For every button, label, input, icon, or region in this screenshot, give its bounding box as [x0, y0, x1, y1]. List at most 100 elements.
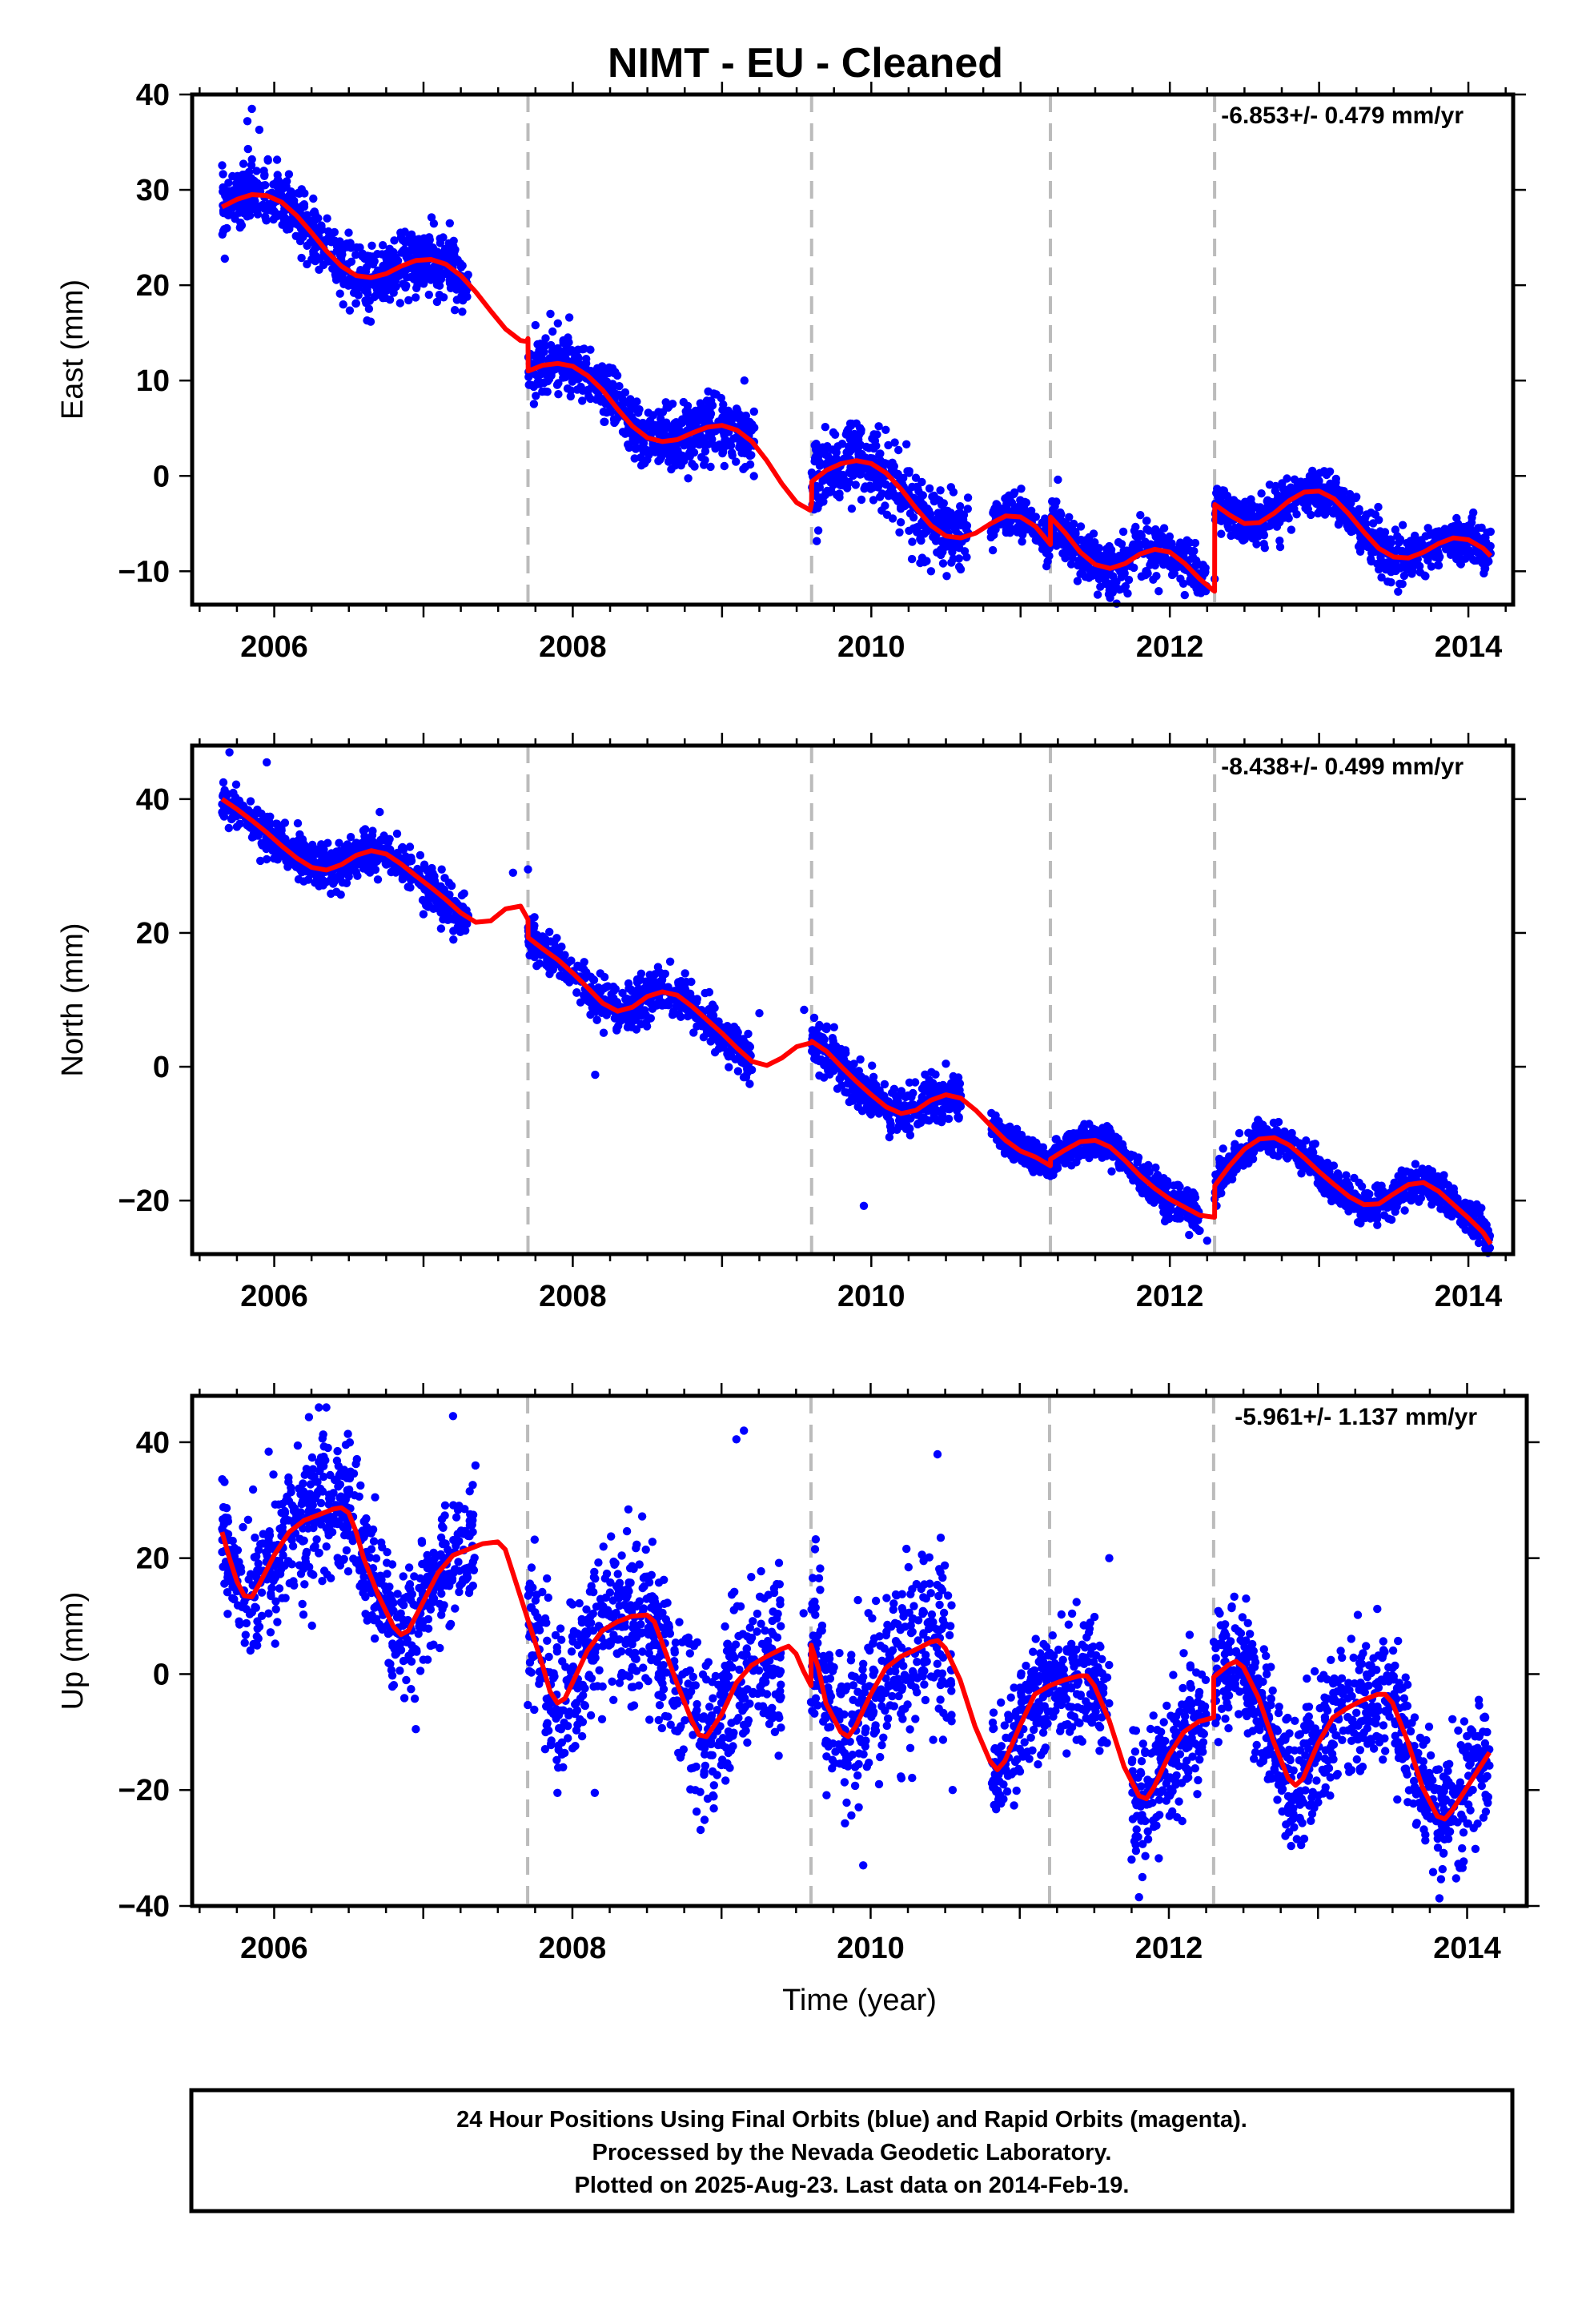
data-point	[1395, 535, 1405, 544]
data-point	[460, 889, 468, 898]
data-point	[1433, 561, 1443, 569]
data-point	[1073, 577, 1082, 585]
data-point	[1248, 534, 1257, 543]
y-tick-label: 10	[136, 364, 170, 398]
data-point	[1325, 467, 1335, 476]
data-point	[545, 927, 554, 937]
data-point	[936, 486, 945, 495]
data-point	[297, 231, 306, 239]
data-point	[576, 382, 585, 392]
data-point	[925, 1088, 934, 1097]
data-point	[405, 842, 415, 851]
data-point	[624, 443, 634, 452]
east-rate-label: -6.853+/- 0.479 mm/yr	[1221, 103, 1464, 129]
data-point	[562, 371, 572, 380]
data-point	[731, 1055, 740, 1063]
data-point	[1219, 491, 1229, 500]
data-point	[1310, 472, 1319, 480]
data-point	[1274, 491, 1283, 500]
data-point	[1272, 517, 1281, 526]
data-point	[874, 422, 883, 431]
data-point	[612, 371, 622, 380]
data-point	[880, 1080, 889, 1089]
data-point	[829, 480, 838, 489]
data-point	[287, 187, 295, 196]
data-point	[404, 296, 413, 305]
data-point	[620, 388, 630, 397]
data-point	[829, 428, 838, 437]
data-point	[1446, 550, 1456, 559]
data-point	[732, 457, 741, 466]
data-point	[852, 419, 861, 428]
data-point	[235, 223, 244, 232]
data-point	[1131, 532, 1140, 541]
data-point	[709, 389, 718, 398]
data-point	[247, 155, 256, 164]
data-point	[825, 1070, 834, 1079]
east-points	[218, 104, 1496, 608]
data-point	[688, 460, 697, 468]
data-point	[564, 313, 574, 322]
data-point	[905, 1131, 915, 1140]
data-point	[224, 823, 233, 833]
data-point	[272, 155, 282, 164]
data-point	[1004, 493, 1013, 501]
data-point	[412, 283, 421, 292]
data-point	[887, 460, 896, 469]
data-point	[219, 170, 227, 179]
data-point	[677, 984, 686, 994]
data-point	[1455, 524, 1464, 533]
data-point	[1391, 560, 1401, 569]
data-point	[745, 460, 755, 469]
data-point	[1052, 497, 1061, 506]
data-point	[1134, 541, 1142, 551]
data-point	[263, 155, 272, 164]
data-point	[681, 439, 691, 448]
data-point	[740, 376, 749, 385]
data-point	[815, 1071, 824, 1080]
data-point	[1143, 569, 1152, 578]
data-point	[988, 545, 998, 555]
data-point	[1394, 587, 1403, 596]
data-point	[310, 207, 319, 216]
data-point	[632, 397, 641, 406]
data-point	[246, 797, 255, 806]
data-point	[363, 316, 371, 325]
data-point	[436, 270, 445, 279]
data-point	[700, 460, 709, 469]
data-point	[930, 491, 938, 501]
data-point	[247, 104, 256, 114]
data-point	[1110, 581, 1119, 590]
data-point	[351, 299, 360, 308]
data-point	[942, 572, 951, 581]
data-point	[403, 273, 412, 282]
data-point	[565, 978, 574, 987]
data-point	[908, 482, 917, 492]
data-point	[1303, 505, 1313, 513]
data-point	[653, 424, 662, 432]
data-point	[326, 854, 335, 863]
data-point	[436, 924, 446, 933]
data-point	[667, 464, 676, 474]
data-point	[908, 537, 917, 546]
data-point	[586, 1010, 595, 1019]
data-point	[726, 441, 736, 450]
data-point	[1436, 530, 1445, 539]
data-point	[705, 987, 714, 997]
data-point	[375, 838, 383, 847]
data-point	[218, 161, 227, 170]
data-point	[679, 397, 688, 407]
data-point	[903, 467, 912, 476]
data-point	[259, 167, 268, 175]
data-point	[352, 243, 361, 252]
data-point	[345, 306, 355, 315]
data-point	[553, 344, 562, 353]
data-point	[372, 857, 382, 866]
data-point	[224, 179, 233, 187]
data-point	[239, 159, 248, 168]
data-point	[926, 567, 936, 576]
data-point	[696, 399, 705, 408]
data-point	[249, 196, 258, 205]
data-point	[849, 1059, 858, 1068]
